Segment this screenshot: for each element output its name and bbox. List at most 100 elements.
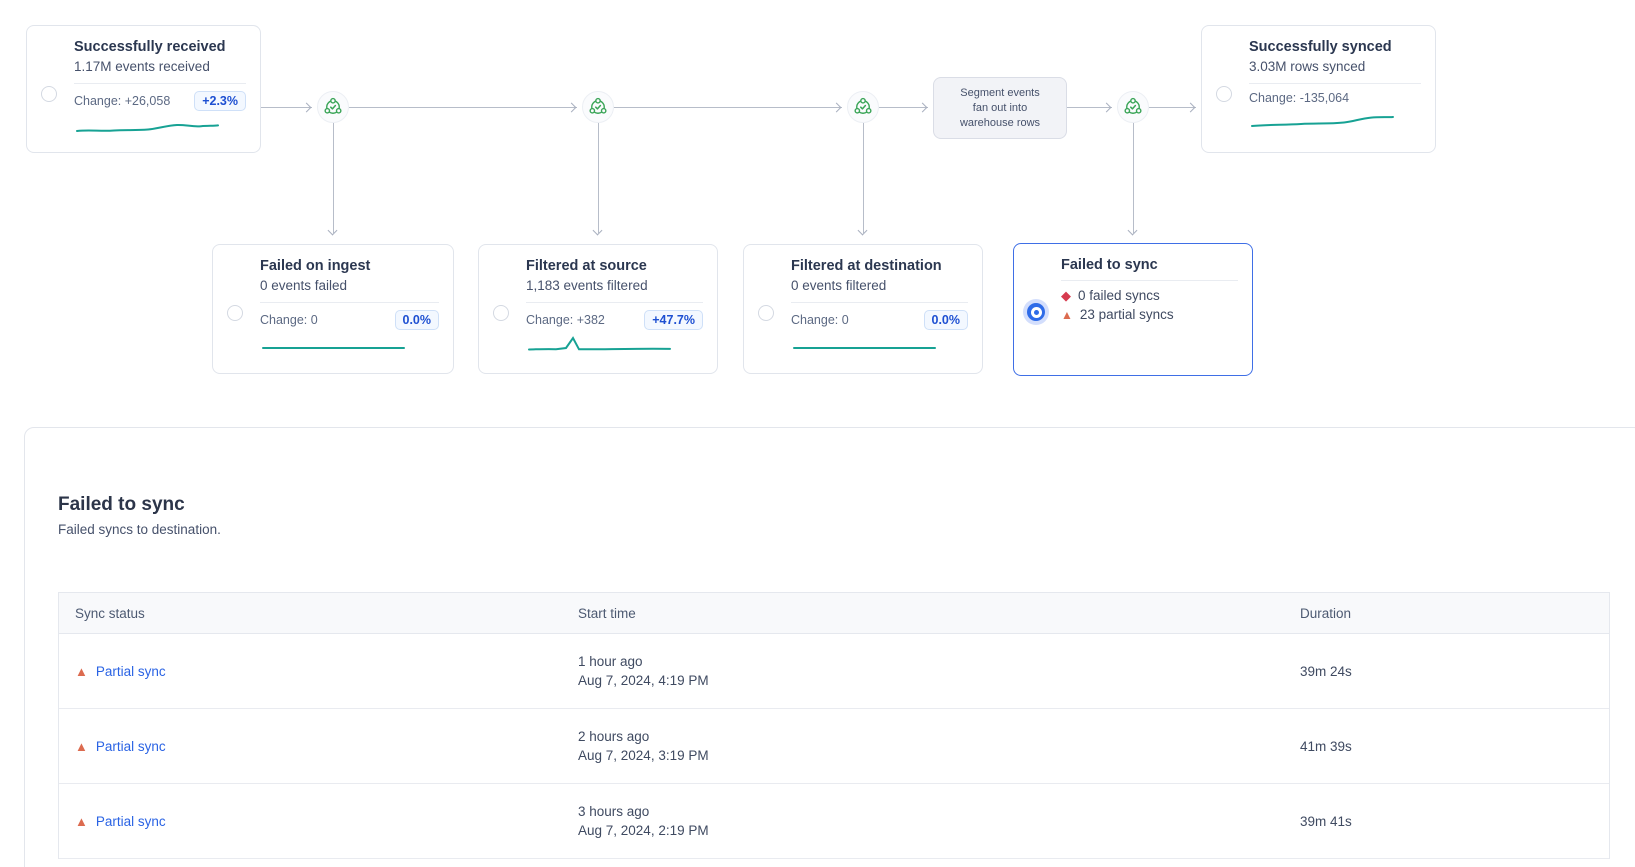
card-successfully-synced[interactable]: Successfully synced 3.03M rows synced Ch…: [1201, 25, 1436, 153]
table-row: ▲ Partial sync 2 hours ago Aug 7, 2024, …: [59, 709, 1609, 784]
divider: [1249, 83, 1421, 84]
card-subtitle: 3.03M rows synced: [1249, 59, 1366, 74]
fanout-note-line: warehouse rows: [959, 116, 1041, 129]
card-subtitle: 1.17M events received: [74, 59, 210, 74]
change-percent-badge: +47.7%: [644, 310, 703, 330]
sparkline: [262, 347, 405, 349]
card-title: Filtered at destination: [791, 258, 942, 274]
card-title: Filtered at source: [526, 258, 647, 274]
arrow-down-icon: [592, 225, 603, 236]
flow-connector: [349, 107, 577, 108]
partial-sync-link[interactable]: Partial sync: [95, 663, 166, 679]
relative-time: 1 hour ago: [578, 653, 643, 669]
fanout-note-line: Segment events: [960, 86, 1040, 99]
card-filtered-at-source[interactable]: Filtered at source 1,183 events filtered…: [478, 244, 718, 374]
segment-node-icon: [317, 91, 349, 123]
radio-successfully-received[interactable]: [41, 86, 57, 102]
segment-node-icon: [847, 91, 879, 123]
arrow-right-icon: [301, 102, 312, 112]
change-value: Change: +382: [526, 313, 605, 327]
divider: [260, 302, 439, 303]
card-filtered-at-destination[interactable]: Filtered at destination 0 events filtere…: [743, 244, 983, 374]
card-subtitle: 0 events filtered: [791, 278, 887, 293]
arrow-right-icon: [831, 102, 842, 112]
flow-connector: [1133, 123, 1134, 233]
arrow-right-icon: [1101, 102, 1112, 112]
fanout-note-line: fan out into: [972, 101, 1028, 114]
flow-connector: [614, 107, 842, 108]
flow-connector: [1149, 107, 1196, 108]
relative-time: 2 hours ago: [578, 728, 650, 744]
segment-node-icon: [1117, 91, 1149, 123]
sparkline: [793, 347, 936, 349]
start-time: Aug 7, 2024, 2:19 PM: [578, 823, 709, 838]
arrow-down-icon: [327, 225, 338, 236]
radio-filtered-at-source[interactable]: [493, 305, 509, 321]
column-header-sync-status: Sync status: [75, 605, 145, 621]
panel-subtitle: Failed syncs to destination.: [58, 522, 221, 537]
divider: [526, 302, 703, 303]
partial-sync-link[interactable]: Partial sync: [95, 738, 166, 754]
change-percent-badge: +2.3%: [194, 91, 246, 111]
failed-to-sync-panel: Failed to sync Failed syncs to destinati…: [24, 427, 1635, 867]
column-header-duration: Duration: [1300, 605, 1352, 621]
flow-connector: [1067, 107, 1112, 108]
flow-connector: [879, 107, 928, 108]
duration: 39m 41s: [1300, 813, 1352, 829]
fanout-note: Segment events fan out into warehouse ro…: [933, 77, 1067, 139]
divider: [791, 302, 968, 303]
failed-diamond-icon: ◆: [1061, 288, 1071, 303]
duration: 41m 39s: [1300, 738, 1352, 754]
change-percent-badge: 0.0%: [394, 310, 439, 330]
sparkline: [528, 336, 671, 351]
table-header-row: Sync status Start time Duration: [59, 593, 1609, 634]
change-value: Change: +26,058: [74, 94, 171, 108]
card-failed-to-sync[interactable]: Failed to sync ◆ 0 failed syncs ▲ 23 par…: [1013, 243, 1253, 376]
failed-syncs-count: 0 failed syncs: [1078, 288, 1160, 303]
start-time: Aug 7, 2024, 3:19 PM: [578, 748, 709, 763]
start-time: Aug 7, 2024, 4:19 PM: [578, 673, 709, 688]
card-successfully-received[interactable]: Successfully received 1.17M events recei…: [26, 25, 261, 153]
card-subtitle: 1,183 events filtered: [526, 278, 648, 293]
partial-syncs-count: 23 partial syncs: [1079, 307, 1174, 322]
arrow-right-icon: [917, 102, 928, 112]
sparkline: [1251, 116, 1394, 127]
radio-filtered-at-destination[interactable]: [758, 305, 774, 321]
card-title: Failed to sync: [1061, 257, 1158, 273]
change-value: Change: -135,064: [1249, 91, 1350, 105]
sync-table: Sync status Start time Duration ▲ Partia…: [58, 592, 1610, 859]
arrow-down-icon: [857, 225, 868, 236]
relative-time: 3 hours ago: [578, 803, 650, 819]
radio-failed-on-ingest[interactable]: [227, 305, 243, 321]
card-title: Successfully synced: [1249, 39, 1392, 55]
table-row: ▲ Partial sync 1 hour ago Aug 7, 2024, 4…: [59, 634, 1609, 709]
change-value: Change: 0: [791, 313, 849, 327]
partial-sync-link[interactable]: Partial sync: [95, 813, 166, 829]
flow-connector: [863, 123, 864, 233]
duration: 39m 24s: [1300, 663, 1352, 679]
arrow-down-icon: [1127, 225, 1138, 236]
partial-triangle-icon: ▲: [75, 663, 88, 679]
card-title: Failed on ingest: [260, 258, 371, 274]
radio-failed-to-sync-selected[interactable]: [1027, 303, 1045, 321]
arrow-right-icon: [566, 102, 577, 112]
change-percent-badge: 0.0%: [923, 310, 968, 330]
change-value: Change: 0: [260, 313, 318, 327]
radio-successfully-synced[interactable]: [1216, 86, 1232, 102]
partial-triangle-icon: ▲: [75, 813, 88, 829]
divider: [1061, 280, 1238, 281]
arrow-right-icon: [1185, 102, 1196, 112]
sparkline: [76, 123, 219, 132]
panel-title: Failed to sync: [58, 494, 185, 515]
flow-connector: [598, 123, 599, 233]
card-subtitle: 0 events failed: [260, 278, 348, 293]
divider: [74, 83, 246, 84]
column-header-start-time: Start time: [578, 605, 636, 621]
card-title: Successfully received: [74, 39, 226, 55]
partial-triangle-icon: ▲: [75, 738, 88, 754]
partial-triangle-icon: ▲: [1061, 307, 1073, 322]
card-failed-on-ingest[interactable]: Failed on ingest 0 events failed Change:…: [212, 244, 454, 374]
flow-connector: [333, 123, 334, 233]
flow-connector: [261, 107, 312, 108]
